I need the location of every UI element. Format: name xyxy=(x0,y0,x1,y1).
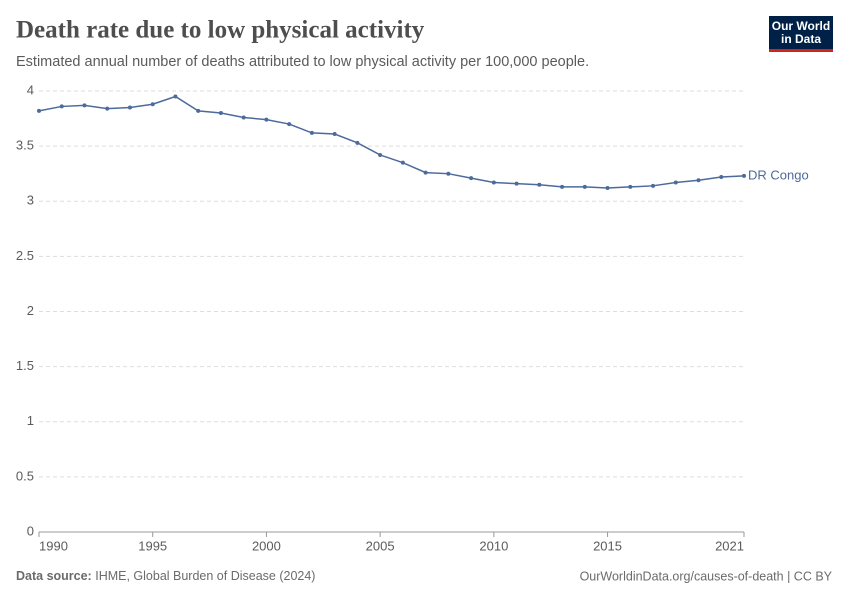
point xyxy=(309,130,314,135)
point xyxy=(742,173,746,178)
point xyxy=(127,105,132,110)
point xyxy=(196,108,201,113)
point xyxy=(560,184,565,189)
y-tick-label: 1 xyxy=(27,413,34,428)
point xyxy=(582,184,587,189)
x-tick-label: 2010 xyxy=(479,538,508,553)
y-tick-label: 3.5 xyxy=(16,138,34,153)
point xyxy=(469,176,474,181)
y-tick-label: 4 xyxy=(27,82,34,97)
logo[interactable]: Our World in Data xyxy=(769,16,833,52)
point xyxy=(537,182,542,187)
point xyxy=(628,184,633,189)
point xyxy=(491,180,496,185)
point xyxy=(423,170,428,175)
x-tick-label: 2021 xyxy=(715,538,744,553)
point xyxy=(651,183,656,188)
y-tick-label: 1.5 xyxy=(16,358,34,373)
point xyxy=(446,171,451,176)
point xyxy=(287,122,292,127)
series-label: DR Congo xyxy=(748,167,809,182)
point xyxy=(264,117,269,122)
source-text[interactable]: IHME, Global Burden of Disease (2024) xyxy=(95,569,315,583)
chart-title: Death rate due to low physical activity xyxy=(16,17,425,44)
line xyxy=(38,95,745,189)
point xyxy=(241,115,246,120)
point xyxy=(605,186,610,191)
point xyxy=(696,178,701,183)
x-tick-label: 1990 xyxy=(39,538,68,553)
logo-box[interactable] xyxy=(769,16,833,52)
point xyxy=(105,106,110,111)
chart-subtitle: Estimated annual number of deaths attrib… xyxy=(16,54,589,70)
point xyxy=(673,180,678,185)
point xyxy=(150,102,155,107)
x-tick-label: 2000 xyxy=(252,538,281,553)
point xyxy=(218,111,223,116)
point xyxy=(378,152,383,157)
x-tick-label: 2005 xyxy=(366,538,395,553)
x-tick-label: 2015 xyxy=(593,538,622,553)
source: Data source: IHME, Global Burden of Dise… xyxy=(16,569,315,583)
footer-link[interactable]: OurWorldinData.org/causes-of-death | CC … xyxy=(580,569,833,583)
logo-text: in Data xyxy=(781,32,821,46)
y-tick-label: 0.5 xyxy=(16,468,34,483)
point xyxy=(355,140,360,145)
point xyxy=(59,104,64,109)
x-tick-label: 1995 xyxy=(138,538,167,553)
logo-stripe xyxy=(769,49,833,52)
y-tick-label: 3 xyxy=(27,193,34,208)
point xyxy=(719,174,724,179)
point xyxy=(400,160,405,165)
y-tick-label: 2 xyxy=(27,303,34,318)
point xyxy=(332,131,337,136)
point xyxy=(37,108,41,113)
y-tick-label: 2.5 xyxy=(16,248,34,263)
source-label: Data source: xyxy=(16,569,92,583)
logo-text: Our World xyxy=(772,19,830,33)
point xyxy=(82,103,87,108)
y-tick-label: 0 xyxy=(27,523,34,538)
point xyxy=(173,94,178,99)
point xyxy=(514,181,519,186)
